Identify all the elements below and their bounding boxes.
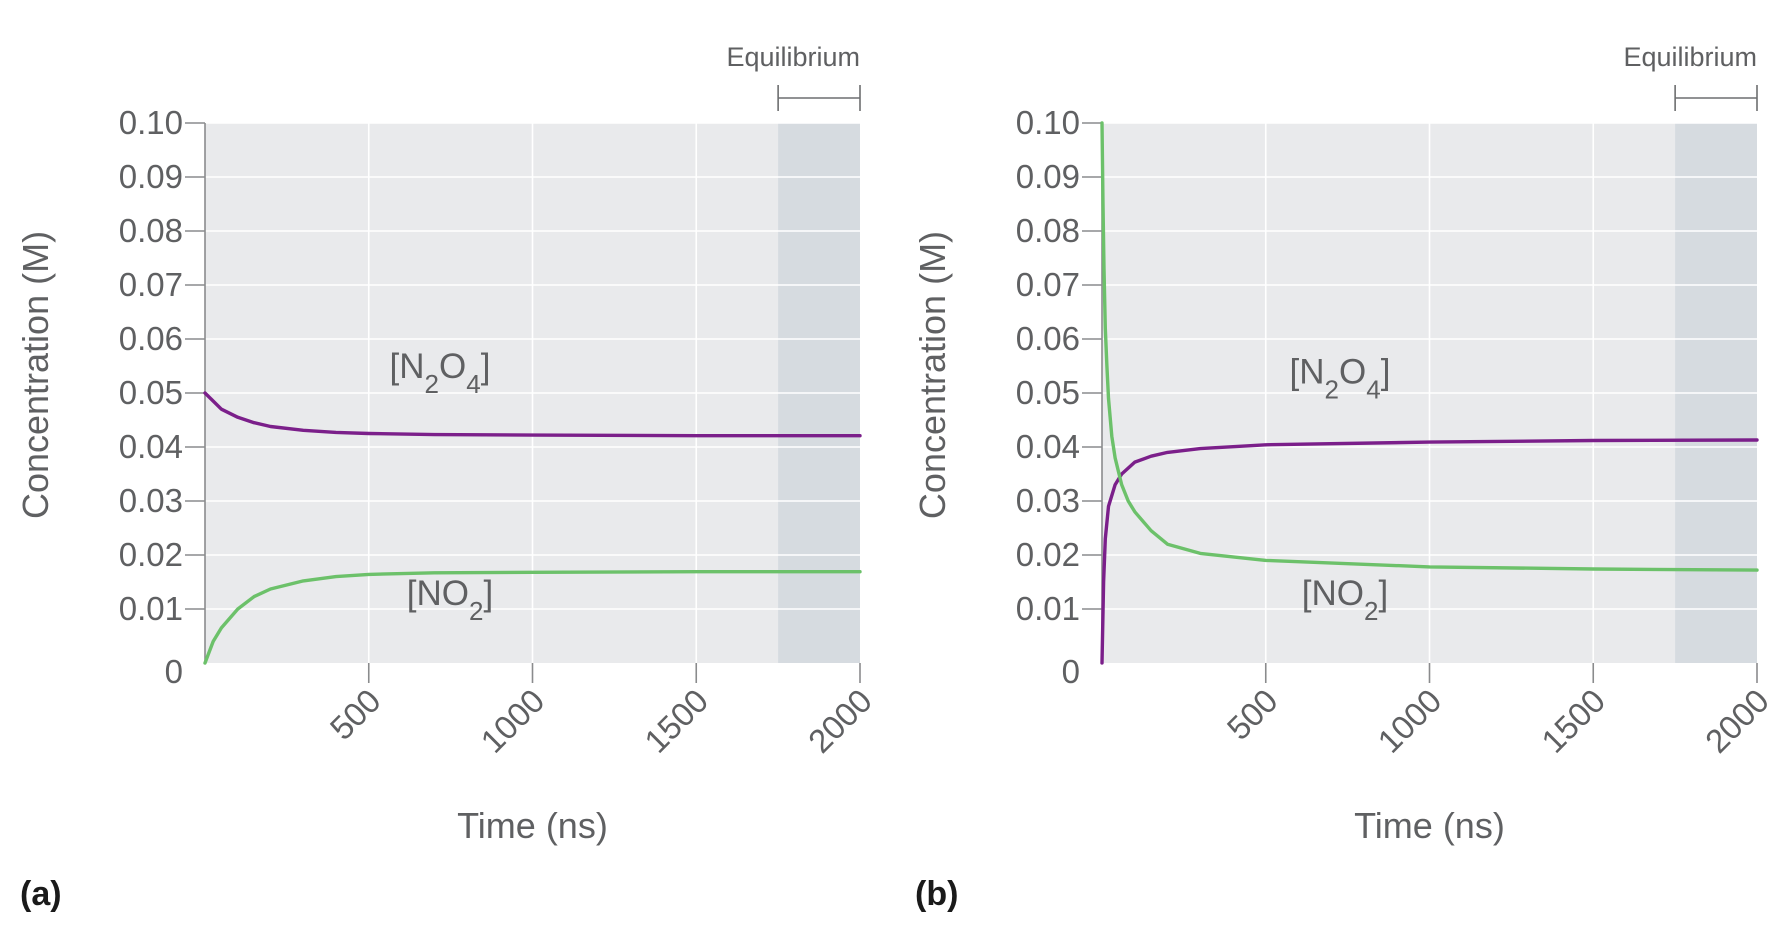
y-tick-label: 0.08: [119, 212, 183, 249]
y-tick-label: 0.02: [1016, 536, 1080, 573]
y-tick-label: 0.05: [1016, 374, 1080, 411]
series-label-part: ]: [1378, 574, 1388, 613]
series-label-subscript: 2: [1325, 374, 1339, 404]
series-label-1: [NO2]: [407, 574, 493, 626]
x-tick-label: 1500: [637, 682, 715, 760]
y-axis-title: Concentration (M): [912, 231, 953, 519]
series-label-subscript: 2: [1364, 596, 1378, 626]
panel-label: (a): [20, 875, 62, 913]
y-tick-label: 0.08: [1016, 212, 1080, 249]
x-tick-label: 2000: [1698, 682, 1776, 760]
y-tick-label: 0.10: [1016, 104, 1080, 141]
y-tick-label: 0: [1062, 653, 1080, 690]
x-tick-label: 500: [1220, 682, 1285, 747]
chart-panel-0: 0 0.01 0.02 0.03 0.04 0.05 0.06 0.07 0.08 0.09 0.1…: [15, 42, 879, 913]
y-tick-label: 0.01: [1016, 590, 1080, 627]
y-tick-label: 0.10: [119, 104, 183, 141]
y-tick-label: 0.01: [119, 590, 183, 627]
series-line-0: [1100, 438, 1759, 665]
series-label-subscript: 4: [466, 369, 480, 399]
series-label-part: ]: [481, 347, 491, 386]
series-label-part: [N: [1290, 352, 1325, 391]
series-label-1: [NO2]: [1302, 574, 1388, 626]
chart-panel-1: 0 0.01 0.02 0.03 0.04 0.05 0.06 0.07 0.08 0.09 0.1…: [912, 42, 1776, 913]
series-line-1: [1100, 121, 1759, 572]
x-tick-label: 500: [323, 682, 388, 747]
series-label-part: O: [439, 347, 466, 386]
series-label-subscript: 2: [425, 369, 439, 399]
y-tick-label: 0.09: [119, 158, 183, 195]
panel-label: (b): [915, 875, 958, 913]
y-tick-label: 0.03: [1016, 482, 1080, 519]
y-tick-label: 0.09: [1016, 158, 1080, 195]
series-label-0: [N2O4]: [1290, 352, 1391, 404]
series-label-subscript: 4: [1366, 374, 1380, 404]
x-tick-label: 2000: [801, 682, 879, 760]
series-label-part: [N: [390, 347, 425, 386]
x-tick-label: 1500: [1534, 682, 1612, 760]
series-line-0: [203, 391, 862, 438]
y-tick-label: 0.06: [1016, 320, 1080, 357]
x-tick-label: 1000: [1370, 682, 1448, 760]
y-tick-label: 0: [165, 653, 183, 690]
equilibrium-label: Equilibrium: [1623, 42, 1757, 72]
series-label-part: ]: [483, 574, 493, 613]
y-tick-label: 0.07: [1016, 266, 1080, 303]
y-tick-label: 0.05: [119, 374, 183, 411]
x-tick-label: 1000: [473, 682, 551, 760]
x-axis-title: Time (ns): [457, 805, 608, 846]
series-line-1: [203, 570, 862, 665]
y-tick-label: 0.04: [119, 428, 183, 465]
y-tick-label: 0.03: [119, 482, 183, 519]
y-axis-title: Concentration (M): [15, 231, 56, 519]
series-label-part: [NO: [1302, 574, 1364, 613]
series-label-part: ]: [1381, 352, 1391, 391]
y-tick-label: 0.04: [1016, 428, 1080, 465]
y-tick-label: 0.06: [119, 320, 183, 357]
series-label-part: O: [1339, 352, 1366, 391]
y-tick-label: 0.02: [119, 536, 183, 573]
series-label-subscript: 2: [469, 596, 483, 626]
equilibrium-label: Equilibrium: [726, 42, 860, 72]
x-axis-title: Time (ns): [1354, 805, 1505, 846]
y-tick-label: 0.07: [119, 266, 183, 303]
series-label-0: [N2O4]: [390, 347, 491, 399]
series-label-part: [NO: [407, 574, 469, 613]
